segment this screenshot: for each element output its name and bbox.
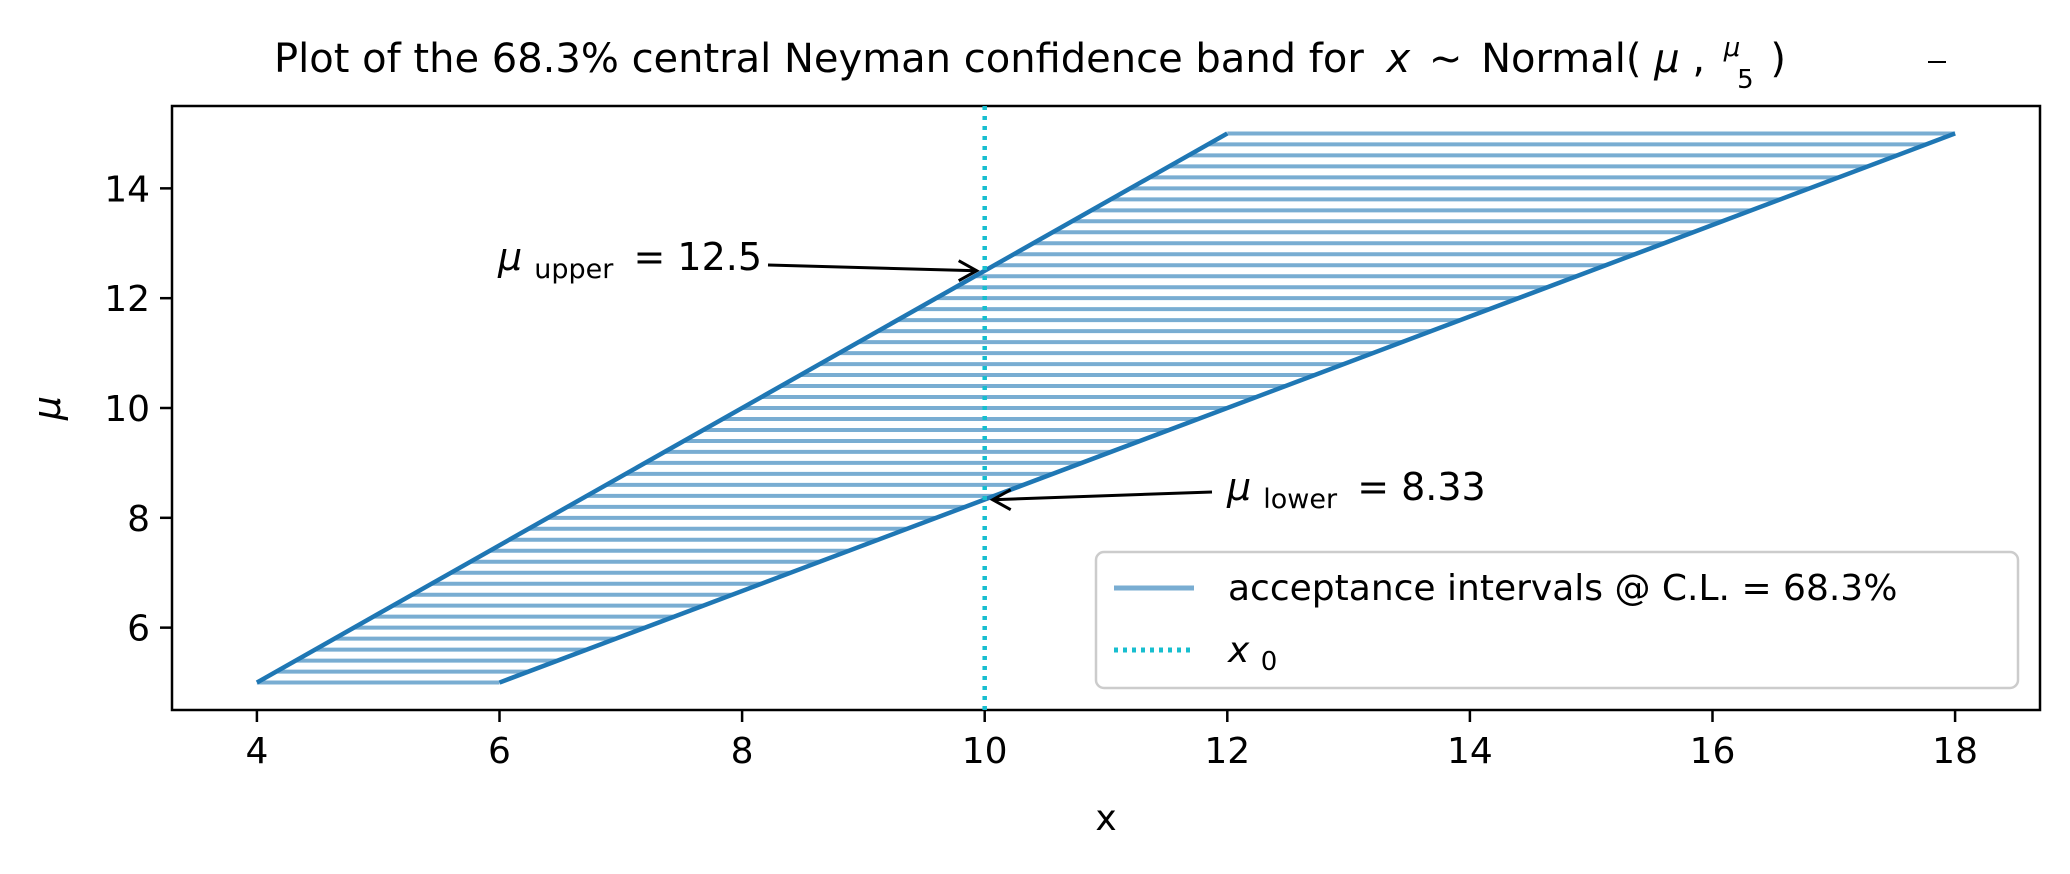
annotation-mu-lower-sub: lower (1263, 484, 1338, 515)
annotation-mu-upper-sym: μ (497, 235, 522, 279)
x-tick-label: 8 (731, 731, 754, 772)
x-tick-label: 18 (1932, 731, 1978, 772)
annotation-mu-upper: μ upper = 12.5 (497, 235, 762, 287)
y-axis-ticks: 6 8 10 12 14 (104, 169, 172, 650)
band-edge-upper-mu (255, 131, 1229, 685)
band-edge-lower-mu (498, 131, 1956, 685)
annotation-arrow-lower-head (989, 488, 1012, 512)
x-tick-label: 4 (245, 731, 268, 772)
annotations: μ upper = 12.5 μ lower = 8.33 (497, 235, 1486, 517)
annotation-mu-lower-text: = 8.33 (1357, 465, 1486, 509)
annotation-arrow-lower (992, 490, 1213, 502)
legend-label-x0: x 0 (1227, 630, 1277, 677)
x-tick-label: 10 (962, 731, 1008, 772)
legend: acceptance intervals @ C.L. = 68.3% x 0 (1094, 550, 2020, 690)
annotation-mu-lower-sym: μ (1226, 465, 1251, 509)
y-tick-label: 8 (127, 499, 150, 540)
x-tick-label: 14 (1447, 731, 1493, 772)
chart-title-mu: μ (1653, 36, 1679, 82)
legend-label-x0-sym: x (1227, 630, 1250, 671)
chart-title-var: x (1385, 36, 1411, 82)
legend-label-x0-sub: 0 (1261, 647, 1278, 677)
annotation-arrow-upper (767, 263, 977, 273)
y-tick-label: 10 (104, 389, 150, 430)
annotation-mu-upper-text: = 12.5 (633, 235, 762, 279)
annotation-arrow-upper-head (957, 259, 980, 283)
y-tick-label: 6 (127, 609, 150, 650)
y-tick-label: 14 (104, 169, 150, 210)
x-axis-label: x (1095, 798, 1116, 839)
y-tick-label: 12 (104, 279, 150, 320)
chart-title-frac-num: μ (1723, 33, 1741, 63)
acceptance-intervals (256, 131, 1956, 685)
chart-title-tilde: ~ (1429, 36, 1463, 82)
chart-title-comma: , (1692, 36, 1705, 82)
x-tick-label: 16 (1690, 731, 1736, 772)
x-tick-label: 12 (1204, 731, 1250, 772)
legend-label-intervals: acceptance intervals @ C.L. = 68.3% (1228, 568, 1897, 609)
chart-title-close: ) (1770, 36, 1786, 82)
annotation-mu-lower: μ lower = 8.33 (1226, 465, 1486, 517)
legend-box (1094, 550, 2020, 690)
chart-title-dist: Normal( (1481, 36, 1641, 82)
chart-title: Plot of the 68.3% central Neyman confide… (274, 20, 1786, 98)
x-tick-label: 6 (488, 731, 511, 772)
annotation-mu-upper-sub: upper (534, 254, 614, 285)
chart-title-text: Plot of the 68.3% central Neyman confide… (274, 36, 1364, 82)
y-axis-label: μ (25, 396, 69, 421)
band-edges (255, 131, 1956, 685)
chart-title-frac-den: 5 (1737, 65, 1754, 95)
x-axis-ticks: 4 6 8 10 12 14 16 18 (245, 710, 1978, 772)
